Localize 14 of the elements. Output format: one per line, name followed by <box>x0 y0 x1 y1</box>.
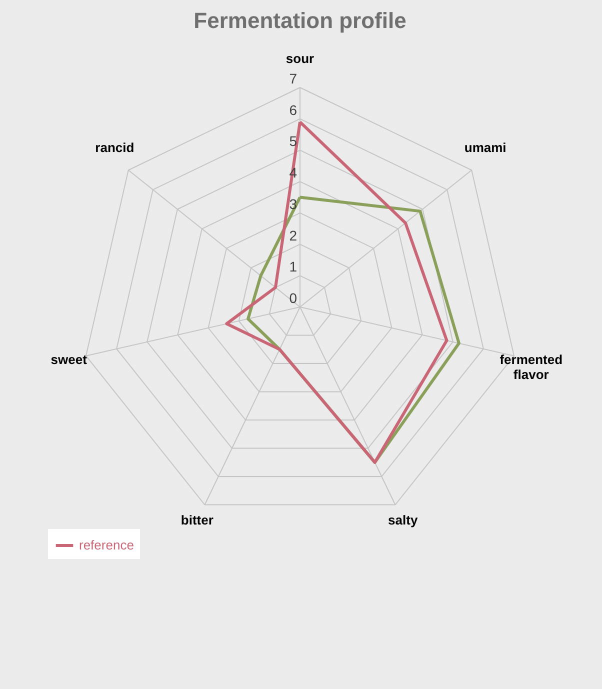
y-tick-label: 1 <box>289 258 298 275</box>
y-tick-label: 0 <box>289 290 298 306</box>
spoke-label: fermented flavor <box>500 352 563 382</box>
spoke-label: umami <box>464 140 506 156</box>
spoke-label: rancid <box>95 140 134 156</box>
chart-title: Fermentation profile <box>194 8 406 33</box>
spoke-label: sweet <box>50 352 88 367</box>
spoke-label: sour <box>286 50 314 66</box>
y-tick-label: 7 <box>289 70 298 86</box>
y-tick-label: 2 <box>289 227 298 244</box>
y-tick-label: 6 <box>289 102 298 118</box>
spoke-label: salty <box>388 512 418 528</box>
spoke-label: bitter <box>180 512 214 528</box>
legend-label: reference <box>79 538 134 552</box>
